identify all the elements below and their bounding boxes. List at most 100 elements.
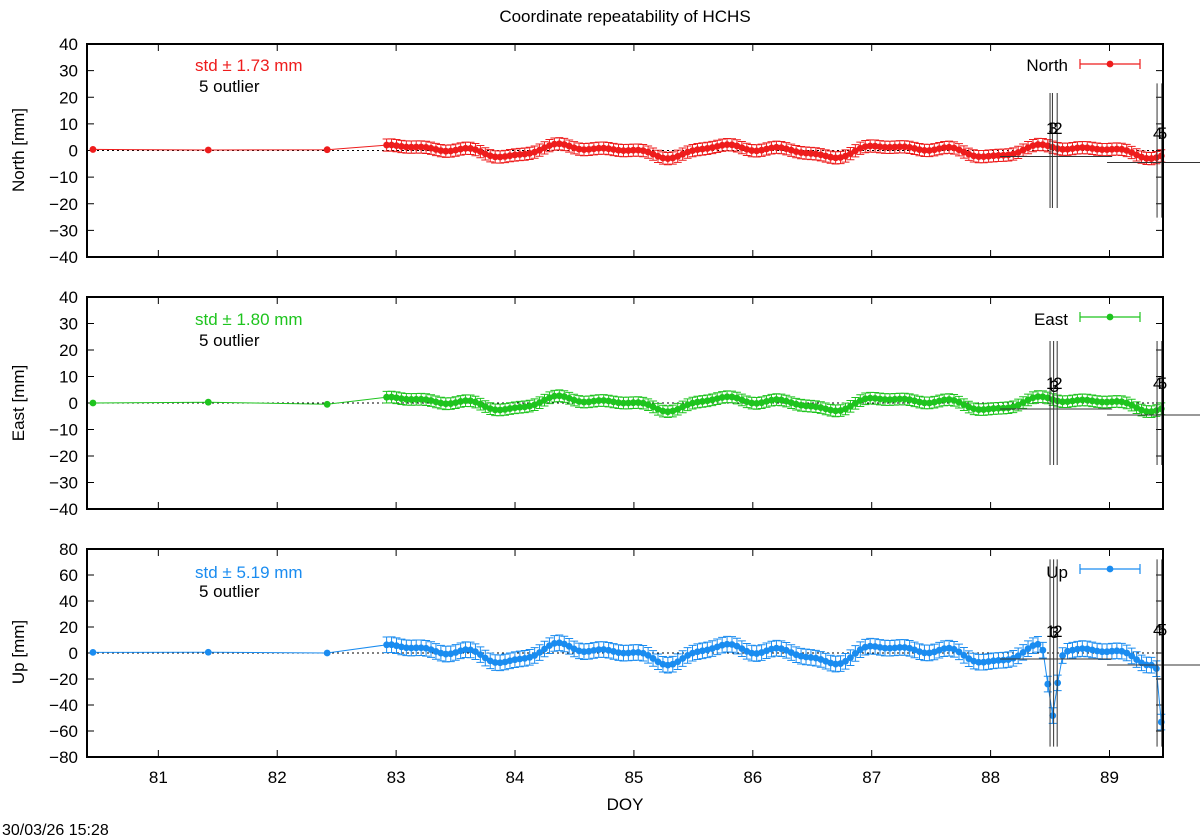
east-data-point bbox=[847, 402, 854, 410]
up-data-point bbox=[383, 641, 391, 649]
north-data-point bbox=[388, 141, 395, 149]
up-data-point bbox=[541, 645, 548, 653]
east-outlier-number: 2 bbox=[1053, 374, 1062, 393]
up-data-point bbox=[649, 655, 657, 662]
north-data-point bbox=[1059, 145, 1066, 153]
north-data-point bbox=[1143, 155, 1150, 162]
east-data-point bbox=[980, 406, 988, 413]
east-data-point bbox=[398, 395, 405, 403]
east-data-point bbox=[1059, 398, 1066, 406]
east-data-point bbox=[871, 394, 879, 402]
east-data-point bbox=[1143, 408, 1150, 415]
x-tick-label: 89 bbox=[1100, 768, 1119, 787]
up-frame bbox=[86, 548, 1164, 758]
north-data-point bbox=[1083, 144, 1091, 152]
north-data-point bbox=[659, 154, 667, 162]
east-data-point bbox=[807, 402, 815, 410]
east-data-point bbox=[1073, 396, 1081, 404]
east-data-point bbox=[802, 402, 810, 410]
east-data-point bbox=[1108, 398, 1116, 406]
north-data-point bbox=[1034, 141, 1042, 148]
east-data-point bbox=[590, 397, 598, 405]
east-data-point bbox=[511, 404, 519, 412]
x-tick-label: 83 bbox=[387, 768, 406, 787]
north-data-point bbox=[1073, 144, 1081, 152]
up-data-point bbox=[832, 660, 840, 668]
north-data-point bbox=[600, 144, 608, 152]
east-data-point bbox=[323, 400, 331, 408]
east-data-point bbox=[975, 406, 983, 413]
up-data-point bbox=[851, 650, 859, 657]
up-data-point bbox=[1049, 712, 1057, 719]
north-data-point bbox=[694, 146, 701, 154]
north-data-point bbox=[718, 141, 726, 149]
up-data-point bbox=[476, 651, 484, 659]
north-data-point bbox=[580, 146, 588, 154]
up-data-point bbox=[629, 649, 637, 656]
north-data-point bbox=[773, 143, 780, 151]
east-data-point bbox=[921, 399, 928, 407]
x-tick-label: 85 bbox=[624, 768, 643, 787]
up-data-point bbox=[417, 644, 425, 652]
north-outlier-number: 4 bbox=[1153, 124, 1162, 143]
north-data-point bbox=[398, 143, 405, 150]
up-data-point bbox=[748, 649, 756, 657]
up-y-tick-label: −60 bbox=[49, 722, 78, 741]
up-data-point bbox=[615, 649, 622, 656]
north-data-point bbox=[832, 154, 840, 162]
x-tick-label: 84 bbox=[506, 768, 525, 787]
east-outlier-number: 1 bbox=[1046, 374, 1055, 393]
north-legend-marker bbox=[1106, 60, 1114, 68]
north-y-tick-label: −20 bbox=[49, 195, 78, 214]
up-data-point bbox=[1024, 645, 1032, 653]
north-outlier-number: 1 bbox=[1046, 119, 1055, 138]
up-data-point bbox=[204, 648, 212, 656]
east-y-tick-label: −10 bbox=[49, 421, 78, 440]
up-data-point bbox=[1113, 647, 1121, 655]
up-panel: Up [mm] std ± 5.19 mm 5 outlier Up −80−6… bbox=[9, 540, 1200, 787]
east-data-point bbox=[832, 407, 840, 415]
up-data-point bbox=[620, 649, 627, 657]
north-data-point bbox=[595, 144, 603, 152]
east-data-point bbox=[595, 397, 603, 404]
up-data-point bbox=[1152, 665, 1160, 673]
north-data-point bbox=[876, 143, 884, 151]
up-outlier-label: 5 outlier bbox=[199, 582, 260, 601]
north-data-point bbox=[1103, 146, 1111, 154]
up-data-point bbox=[1039, 646, 1047, 654]
north-data-point bbox=[407, 143, 415, 151]
up-data-point bbox=[472, 648, 479, 656]
east-data-point bbox=[417, 395, 425, 403]
north-data-point bbox=[940, 144, 948, 152]
up-y-tick-label: −80 bbox=[49, 748, 78, 767]
up-data-point bbox=[624, 649, 632, 657]
north-data-point bbox=[634, 146, 642, 154]
east-y-tick-label: −30 bbox=[49, 474, 78, 493]
east-data-point bbox=[896, 395, 904, 403]
east-data-point bbox=[437, 399, 445, 407]
x-tick-label: 82 bbox=[268, 768, 287, 787]
up-data-point bbox=[462, 646, 469, 654]
east-data-point bbox=[659, 407, 667, 415]
up-data-point bbox=[1103, 648, 1111, 656]
timestamp-label: 30/03/26 15:28 bbox=[2, 822, 109, 839]
east-legend-marker bbox=[1106, 313, 1114, 321]
north-data-point bbox=[748, 147, 756, 154]
up-data-point bbox=[921, 649, 928, 657]
north-data-point bbox=[664, 155, 672, 162]
north-data-point bbox=[797, 149, 805, 157]
up-outlier-number: 1 bbox=[1046, 622, 1055, 641]
north-data-point bbox=[768, 144, 775, 152]
north-data-point bbox=[402, 143, 410, 151]
north-data-point bbox=[802, 149, 810, 157]
north-data-point bbox=[807, 150, 815, 157]
north-data-point bbox=[575, 145, 583, 153]
north-data-point bbox=[491, 153, 499, 161]
north-data-point bbox=[1078, 144, 1086, 151]
east-data-point bbox=[990, 405, 997, 412]
up-legend-marker bbox=[1106, 565, 1114, 573]
east-data-point bbox=[615, 399, 622, 407]
north-data-point bbox=[753, 147, 761, 155]
north-data-point bbox=[442, 147, 450, 155]
